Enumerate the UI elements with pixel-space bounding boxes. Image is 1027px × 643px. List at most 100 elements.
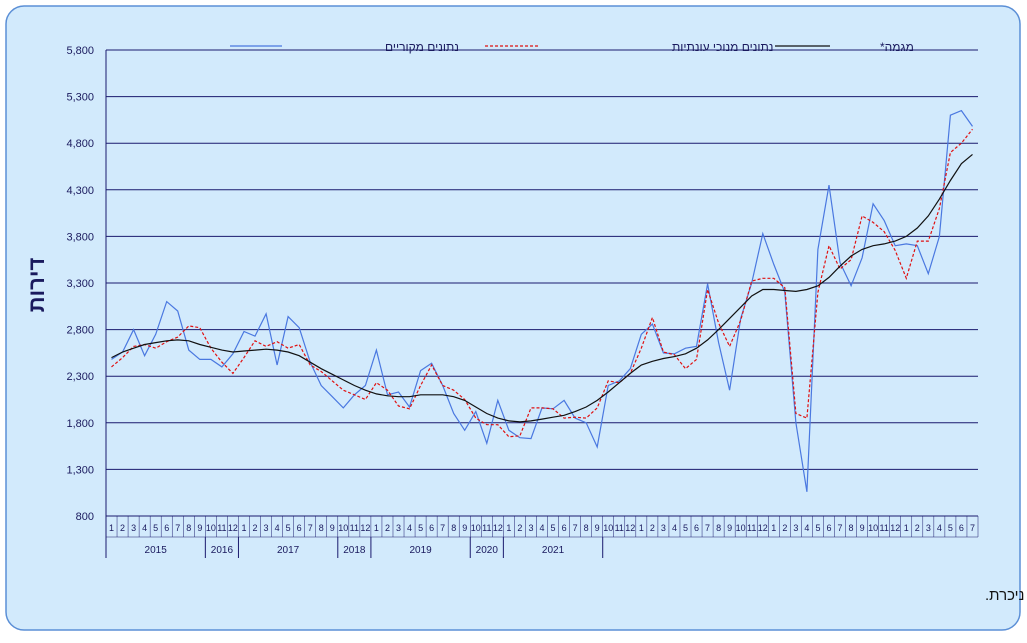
x-tick-label: 10 (603, 523, 613, 533)
x-group-label: 2020 (476, 545, 499, 556)
x-tick-label: 5 (418, 523, 423, 533)
y-tick-label: 800 (76, 511, 94, 523)
x-tick-label: 12 (890, 523, 900, 533)
series-line (111, 128, 973, 438)
x-tick-label: 1 (639, 523, 644, 533)
x-tick-label: 1 (771, 523, 776, 533)
x-tick-label: 2 (385, 523, 390, 533)
x-tick-label: 1 (374, 523, 379, 533)
x-group-label: 2021 (542, 545, 565, 556)
x-tick-label: 5 (948, 523, 953, 533)
x-tick-label: 6 (297, 523, 302, 533)
y-tick-label: 2,800 (66, 325, 94, 337)
x-tick-label: 2 (782, 523, 787, 533)
x-tick-label: 11 (350, 523, 359, 533)
x-tick-label: 2 (120, 523, 125, 533)
y-tick-label: 1,300 (66, 464, 94, 476)
legend-label: נתונים מנוכי עונתיות (672, 40, 773, 54)
x-tick-label: 4 (142, 523, 147, 533)
x-tick-label: 9 (595, 523, 600, 533)
x-tick-label: 8 (319, 523, 324, 533)
x-tick-label: 10 (338, 523, 348, 533)
x-group-label: 2015 (145, 545, 168, 556)
x-tick-label: 3 (528, 523, 533, 533)
series-line (111, 153, 973, 423)
x-tick-label: 7 (970, 523, 975, 533)
x-tick-label: 1 (109, 523, 114, 533)
x-group-label: 2018 (343, 545, 366, 556)
x-tick-label: 3 (926, 523, 931, 533)
x-tick-label: 6 (429, 523, 434, 533)
x-tick-label: 11 (217, 523, 226, 533)
x-tick-label: 4 (407, 523, 412, 533)
x-tick-label: 8 (849, 523, 854, 533)
x-tick-label: 4 (672, 523, 677, 533)
x-tick-label: 5 (551, 523, 556, 533)
x-tick-label: 9 (197, 523, 202, 533)
x-tick-label: 5 (286, 523, 291, 533)
legend-label: מגמה* (880, 40, 914, 54)
x-tick-label: 7 (705, 523, 710, 533)
x-tick-label: 3 (131, 523, 136, 533)
x-tick-label: 12 (228, 523, 238, 533)
y-axis-label: דירות (24, 258, 49, 313)
x-tick-label: 7 (440, 523, 445, 533)
x-tick-label: 7 (308, 523, 313, 533)
x-tick-label: 1 (506, 523, 511, 533)
x-tick-label: 4 (539, 523, 544, 533)
y-tick-label: 2,300 (66, 371, 94, 383)
x-tick-label: 6 (562, 523, 567, 533)
x-tick-label: 3 (793, 523, 798, 533)
x-tick-label: 5 (153, 523, 158, 533)
x-tick-label: 9 (330, 523, 335, 533)
x-tick-label: 4 (275, 523, 280, 533)
x-tick-label: 6 (694, 523, 699, 533)
x-tick-label: 11 (615, 523, 624, 533)
x-tick-label: 2 (915, 523, 920, 533)
x-tick-label: 3 (396, 523, 401, 533)
x-tick-label: 7 (838, 523, 843, 533)
panel (5, 5, 1021, 631)
x-tick-label: 12 (493, 523, 503, 533)
y-tick-label: 4,800 (66, 138, 94, 150)
y-tick-label: 5,800 (66, 45, 94, 57)
x-tick-label: 12 (360, 523, 370, 533)
x-tick-label: 4 (804, 523, 809, 533)
y-tick-label: 3,800 (66, 231, 94, 243)
x-tick-label: 2 (253, 523, 258, 533)
x-tick-label: 7 (175, 523, 180, 533)
x-tick-label: 10 (206, 523, 216, 533)
x-tick-label: 11 (880, 523, 889, 533)
x-tick-label: 3 (661, 523, 666, 533)
x-tick-label: 10 (868, 523, 878, 533)
x-tick-label: 7 (573, 523, 578, 533)
y-tick-label: 3,300 (66, 278, 94, 290)
x-tick-label: 6 (164, 523, 169, 533)
x-tick-label: 12 (625, 523, 635, 533)
footnote: * שלושת האומדנים האחרונים של המגמה עשויי… (985, 587, 1027, 604)
x-tick-label: 9 (462, 523, 467, 533)
x-tick-label: 6 (826, 523, 831, 533)
x-tick-label: 9 (727, 523, 732, 533)
y-tick-label: 4,300 (66, 185, 94, 197)
x-tick-label: 10 (471, 523, 481, 533)
x-tick-label: 5 (815, 523, 820, 533)
x-tick-label: 1 (904, 523, 909, 533)
legend-label: נתונים מקוריים (385, 40, 459, 54)
y-tick-label: 5,300 (66, 92, 94, 104)
x-group-label: 2017 (277, 545, 300, 556)
x-tick-label: 2 (650, 523, 655, 533)
x-tick-label: 4 (937, 523, 942, 533)
x-tick-label: 12 (758, 523, 768, 533)
y-tick-label: 1,800 (66, 418, 94, 430)
x-tick-label: 6 (959, 523, 964, 533)
x-tick-label: 8 (584, 523, 589, 533)
x-tick-label: 1 (241, 523, 246, 533)
x-tick-label: 9 (860, 523, 865, 533)
x-tick-label: 8 (186, 523, 191, 533)
x-tick-label: 5 (683, 523, 688, 533)
x-tick-label: 10 (736, 523, 746, 533)
x-tick-label: 8 (716, 523, 721, 533)
x-tick-label: 8 (451, 523, 456, 533)
